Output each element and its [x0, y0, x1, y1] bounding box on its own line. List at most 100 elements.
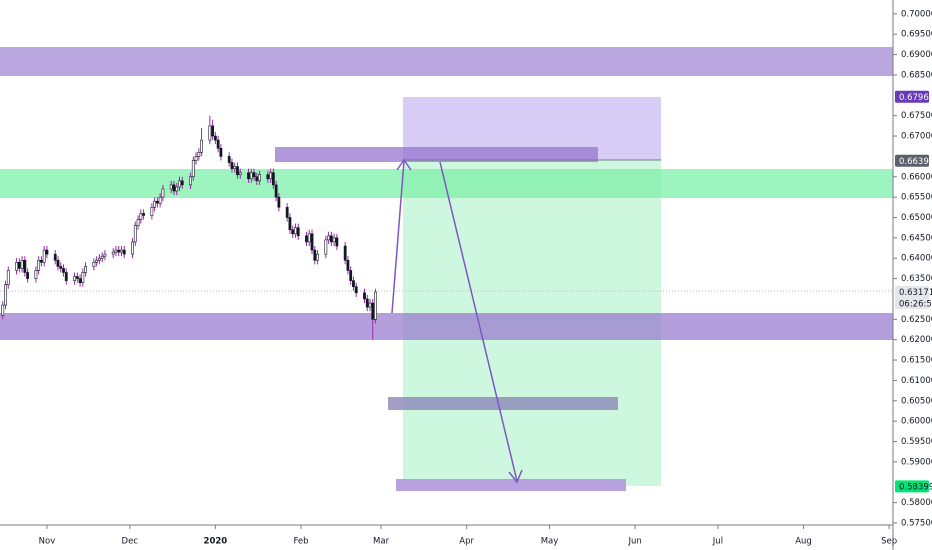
- resistance-zone: [0, 47, 893, 76]
- countdown-tag: [895, 297, 929, 309]
- candle-body: [191, 160, 195, 178]
- candle-body: [62, 268, 65, 273]
- candle-body: [142, 213, 145, 216]
- candle-body: [150, 207, 154, 216]
- candle-body: [352, 280, 355, 288]
- candle-body: [274, 184, 278, 198]
- candle-body: [180, 180, 184, 186]
- x-tick-label: Aug: [795, 537, 812, 547]
- candle-body: [131, 241, 134, 255]
- candle-body: [329, 235, 333, 243]
- candle-body: [158, 196, 162, 204]
- candle-body: [189, 176, 192, 186]
- x-tick-label: 2020: [204, 537, 228, 547]
- candle-body: [374, 291, 377, 320]
- arrow-head: [508, 469, 523, 484]
- price-tag-label: 0.67964: [899, 93, 932, 103]
- price-tag: [895, 154, 929, 167]
- arrow-down: [439, 161, 518, 482]
- candle-body: [294, 227, 297, 235]
- x-tick-label: Sep: [881, 537, 897, 547]
- candle-body: [349, 270, 353, 281]
- candle-body: [269, 172, 273, 180]
- candle-body: [84, 266, 87, 273]
- candle-body: [238, 172, 242, 176]
- candle-body: [316, 253, 319, 261]
- x-tick-label: Apr: [459, 537, 474, 547]
- y-tick-label: 0.57500: [901, 518, 932, 528]
- candle-body: [365, 298, 369, 308]
- candle-body: [17, 261, 21, 269]
- price-tag: [895, 285, 929, 298]
- x-tick-label: Nov: [39, 537, 56, 547]
- price-tag: [895, 90, 929, 103]
- candle-body: [368, 302, 372, 308]
- candle-body: [249, 172, 253, 180]
- x-tick-label: Mar: [373, 537, 390, 547]
- x-tick-label: Feb: [293, 537, 308, 547]
- candle-body: [363, 292, 366, 300]
- candle-body: [211, 125, 215, 137]
- candle-body: [122, 249, 126, 255]
- candle-body: [64, 272, 68, 281]
- candle-body: [139, 213, 143, 220]
- arrow-up: [391, 160, 405, 314]
- support-zone: [0, 169, 893, 198]
- candle-body: [59, 266, 63, 269]
- candle-body: [343, 245, 347, 261]
- drawings: [0, 47, 893, 491]
- candle-body: [45, 249, 49, 255]
- candle-body: [227, 156, 231, 163]
- candle-body: [208, 125, 212, 141]
- candle-body: [313, 249, 317, 261]
- candle-body: [354, 286, 358, 294]
- price-tag-label: 0.66392: [899, 157, 932, 167]
- price-tag-label: 0.63171: [899, 288, 932, 298]
- candle-body: [258, 174, 261, 182]
- candle-body: [175, 186, 179, 192]
- candle-body: [153, 200, 157, 208]
- candle-body: [252, 172, 256, 178]
- candle-body: [305, 235, 308, 243]
- candle-body: [197, 152, 201, 157]
- candle-body: [335, 237, 339, 247]
- candle-body: [133, 225, 137, 243]
- candle-body: [6, 270, 10, 285]
- candle-body: [98, 257, 101, 261]
- candle-body: [114, 249, 118, 253]
- candle-body: [255, 176, 259, 182]
- candle-body: [178, 180, 181, 188]
- arrows: [391, 158, 523, 484]
- candle-body: [291, 229, 295, 235]
- candle-body: [219, 147, 223, 157]
- candle-body: [346, 259, 350, 271]
- candle-body: [4, 284, 7, 306]
- candle-body: [371, 302, 375, 320]
- candle-body: [117, 249, 121, 253]
- candle-body: [120, 249, 123, 253]
- x-tick-label: Jul: [712, 537, 723, 547]
- price-tag: [895, 480, 929, 493]
- candle-body: [169, 184, 173, 190]
- candle-body: [1, 304, 5, 316]
- candle-body: [296, 227, 300, 237]
- candle-body: [26, 272, 30, 279]
- candle-body: [53, 253, 57, 261]
